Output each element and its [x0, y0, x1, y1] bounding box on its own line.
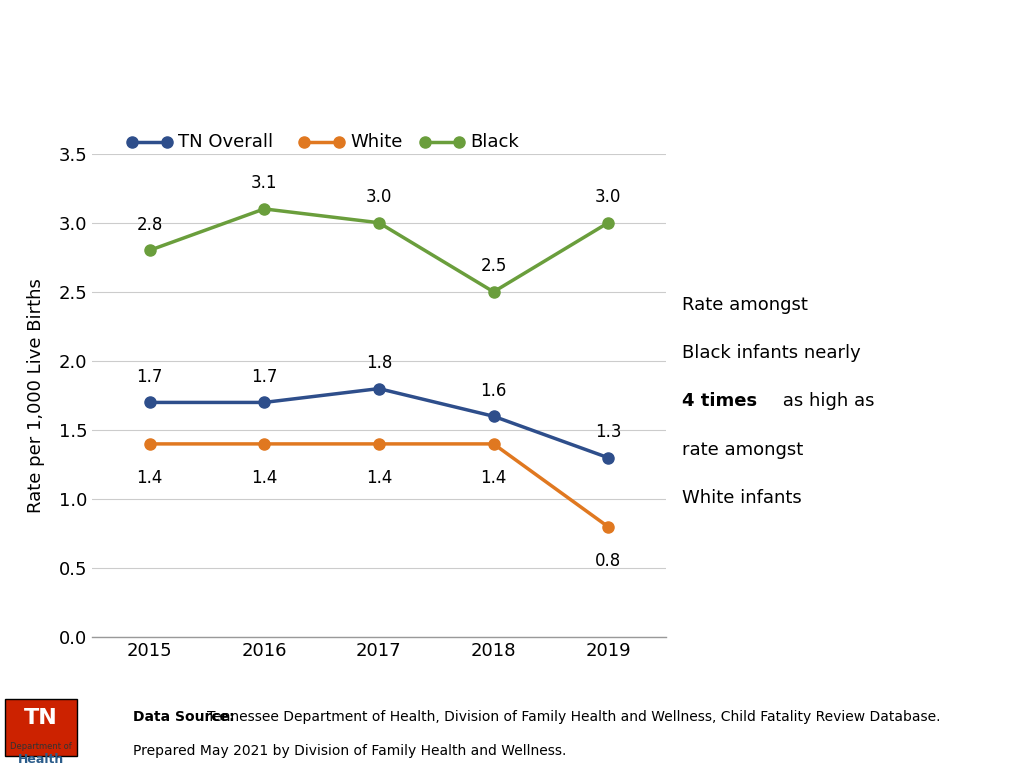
Text: 0.8: 0.8 — [595, 552, 622, 570]
Text: 1.7: 1.7 — [251, 368, 278, 386]
Text: Prepared May 2021 by Division of Family Health and Wellness.: Prepared May 2021 by Division of Family … — [133, 743, 566, 758]
Text: TN: TN — [25, 708, 57, 728]
Text: 1.4: 1.4 — [136, 469, 163, 487]
Text: 1.8: 1.8 — [366, 354, 392, 372]
Text: White infants: White infants — [682, 489, 802, 507]
Text: 1.4: 1.4 — [480, 469, 507, 487]
Text: Tennessee Department of Health, Division of Family Health and Wellness, Child Fa: Tennessee Department of Health, Division… — [207, 710, 940, 724]
Text: 1.4: 1.4 — [366, 469, 392, 487]
Y-axis label: Rate per 1,000 Live Births: Rate per 1,000 Live Births — [27, 278, 45, 513]
Text: Black: Black — [471, 133, 519, 151]
Text: rate amongst: rate amongst — [682, 441, 804, 458]
Text: 2.5: 2.5 — [480, 257, 507, 275]
Text: 3.0: 3.0 — [366, 188, 392, 206]
Text: Racial Disparity in Sleep-Related Infant Death: Racial Disparity in Sleep-Related Infant… — [12, 41, 1020, 80]
Text: 1.6: 1.6 — [480, 382, 507, 399]
Text: Rate amongst: Rate amongst — [682, 296, 808, 313]
Text: Black infants nearly: Black infants nearly — [682, 344, 861, 362]
Text: 1.7: 1.7 — [136, 368, 163, 386]
Text: Health: Health — [17, 753, 65, 766]
Text: Tennessee, 2015-2019: Tennessee, 2015-2019 — [12, 88, 502, 126]
FancyBboxPatch shape — [5, 700, 77, 756]
Text: TN Overall: TN Overall — [178, 133, 273, 151]
Text: White: White — [350, 133, 402, 151]
Text: 3.1: 3.1 — [251, 174, 278, 192]
Text: 1.4: 1.4 — [251, 469, 278, 487]
Text: Department of: Department of — [10, 742, 72, 751]
Text: as high as: as high as — [777, 392, 874, 410]
Text: 2.8: 2.8 — [136, 216, 163, 233]
Text: 1.3: 1.3 — [595, 423, 622, 441]
Text: 4 times: 4 times — [682, 392, 758, 410]
Text: 3.0: 3.0 — [595, 188, 622, 206]
Text: Data Source:: Data Source: — [133, 710, 234, 724]
